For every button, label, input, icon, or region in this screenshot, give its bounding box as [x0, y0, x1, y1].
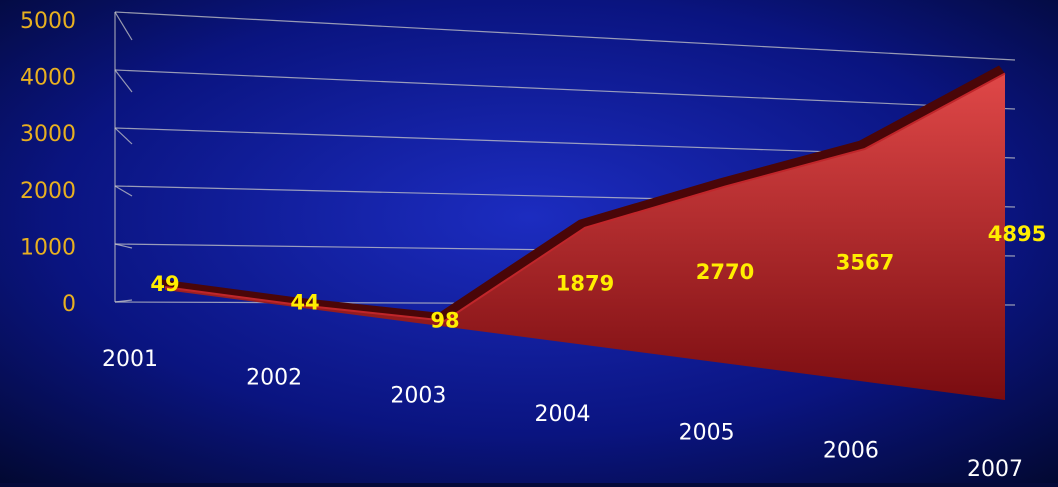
data-label: 98: [430, 309, 459, 333]
y-tick-label: 3000: [20, 122, 76, 147]
x-tick-label: 2005: [679, 420, 735, 445]
x-tick-label: 2006: [823, 439, 879, 464]
area-top-face: [159, 65, 1005, 321]
data-label: 2770: [696, 260, 754, 284]
y-tick-label: 4000: [20, 66, 76, 91]
y-tick-label: 0: [62, 292, 76, 317]
data-label: 44: [290, 290, 319, 314]
y-tick-label: 5000: [20, 9, 76, 34]
x-tick-label: 2007: [967, 457, 1023, 482]
x-tick-label: 2001: [102, 347, 158, 372]
x-tick-label: 2003: [390, 384, 446, 409]
area-edge: [164, 72, 1006, 322]
grid-line: [114, 185, 133, 197]
data-label: 3567: [836, 250, 894, 274]
y-tick-label: 1000: [20, 235, 76, 260]
grid-line: [114, 69, 133, 93]
grid-line: [114, 11, 1016, 61]
y-tick-label: 2000: [20, 179, 76, 204]
grid-line: [114, 69, 1016, 110]
grid-line: [114, 299, 133, 303]
x-tick-label: 2004: [535, 402, 591, 427]
grid-line: [114, 127, 133, 145]
data-label: 1879: [556, 271, 614, 295]
x-tick-label: 2002: [246, 365, 302, 390]
grid-line: [114, 243, 133, 249]
grid-line: [114, 11, 133, 41]
data-label: 49: [150, 272, 179, 296]
data-label: 4895: [988, 222, 1046, 246]
area-fill: [165, 73, 1005, 400]
